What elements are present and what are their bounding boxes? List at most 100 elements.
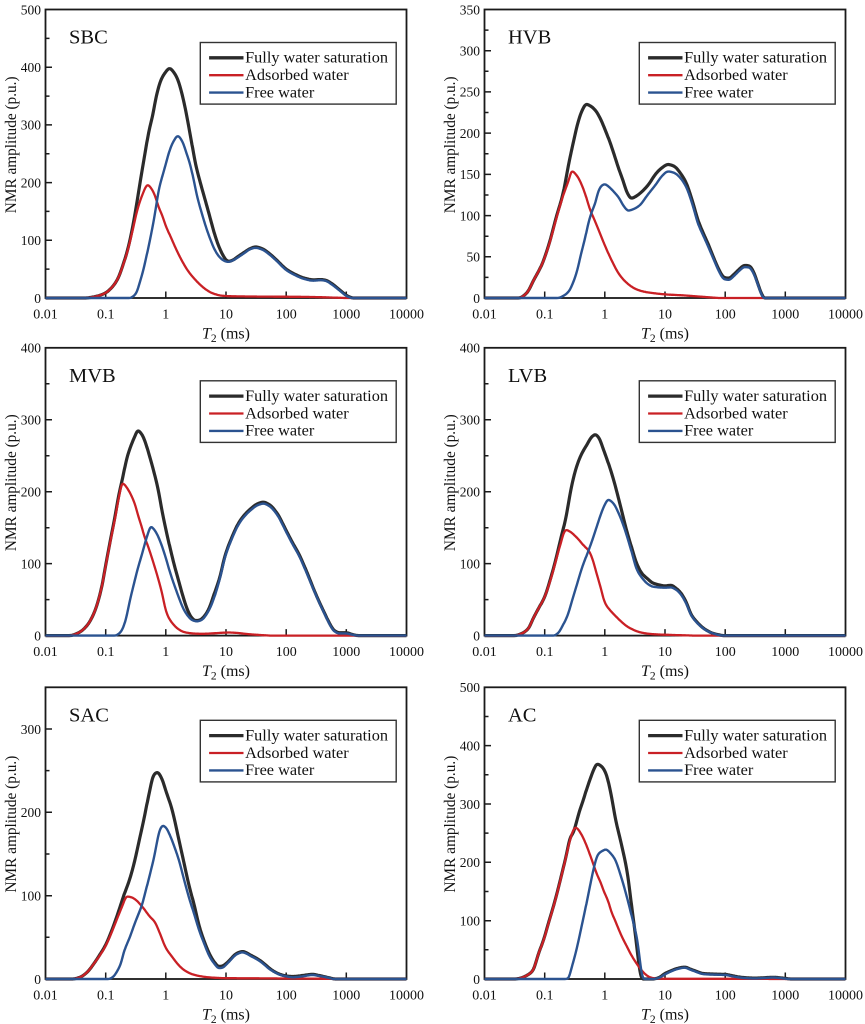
svg-text:1000: 1000 bbox=[771, 307, 799, 322]
svg-text:0: 0 bbox=[473, 291, 480, 306]
svg-text:300: 300 bbox=[460, 44, 481, 59]
svg-text:10: 10 bbox=[219, 988, 233, 1003]
svg-text:1: 1 bbox=[162, 307, 169, 322]
svg-text:10000: 10000 bbox=[828, 988, 863, 1003]
svg-text:0: 0 bbox=[34, 291, 41, 306]
svg-text:LVB: LVB bbox=[508, 365, 547, 387]
svg-text:Adsorbed water: Adsorbed water bbox=[684, 743, 788, 762]
svg-text:Free water: Free water bbox=[245, 760, 315, 779]
svg-text:100: 100 bbox=[276, 645, 297, 660]
svg-text:200: 200 bbox=[21, 805, 42, 820]
svg-text:Free water: Free water bbox=[245, 82, 315, 101]
svg-text:200: 200 bbox=[21, 485, 42, 500]
svg-text:200: 200 bbox=[460, 126, 481, 141]
svg-text:100: 100 bbox=[715, 988, 736, 1003]
svg-text:1000: 1000 bbox=[771, 988, 799, 1003]
svg-text:300: 300 bbox=[21, 118, 42, 133]
svg-text:Adsorbed water: Adsorbed water bbox=[245, 743, 349, 762]
svg-text:100: 100 bbox=[715, 307, 736, 322]
svg-text:100: 100 bbox=[21, 556, 42, 571]
svg-text:0: 0 bbox=[34, 628, 41, 643]
svg-text:0: 0 bbox=[34, 972, 41, 987]
svg-text:T2 (ms): T2 (ms) bbox=[641, 1006, 689, 1024]
svg-text:Fully water saturation: Fully water saturation bbox=[245, 386, 388, 405]
svg-text:1000: 1000 bbox=[332, 307, 360, 322]
svg-text:100: 100 bbox=[276, 307, 297, 322]
svg-text:NMR amplitude (p.u.): NMR amplitude (p.u.) bbox=[442, 414, 459, 551]
svg-text:400: 400 bbox=[21, 60, 42, 75]
svg-text:150: 150 bbox=[460, 167, 481, 182]
svg-text:NMR amplitude (p.u.): NMR amplitude (p.u.) bbox=[3, 76, 20, 213]
svg-text:T2 (ms): T2 (ms) bbox=[641, 325, 689, 345]
svg-text:SBC: SBC bbox=[69, 27, 108, 49]
svg-text:NMR amplitude (p.u.): NMR amplitude (p.u.) bbox=[3, 414, 20, 551]
svg-text:400: 400 bbox=[21, 341, 42, 356]
svg-text:0.1: 0.1 bbox=[97, 307, 115, 322]
svg-text:MVB: MVB bbox=[69, 365, 116, 387]
svg-text:10000: 10000 bbox=[828, 645, 863, 660]
svg-text:200: 200 bbox=[21, 175, 42, 190]
svg-text:T2 (ms): T2 (ms) bbox=[202, 1006, 250, 1024]
svg-text:0.1: 0.1 bbox=[536, 988, 554, 1003]
svg-text:10: 10 bbox=[219, 645, 233, 660]
svg-text:Adsorbed water: Adsorbed water bbox=[684, 65, 788, 84]
svg-text:100: 100 bbox=[21, 889, 42, 904]
svg-text:250: 250 bbox=[460, 85, 481, 100]
svg-text:10: 10 bbox=[658, 645, 672, 660]
svg-text:SAC: SAC bbox=[69, 704, 109, 726]
svg-text:Fully water saturation: Fully water saturation bbox=[684, 386, 827, 405]
svg-text:Fully water saturation: Fully water saturation bbox=[684, 725, 827, 744]
svg-text:0.1: 0.1 bbox=[97, 988, 115, 1003]
svg-text:0.01: 0.01 bbox=[33, 988, 58, 1003]
svg-text:100: 100 bbox=[276, 988, 297, 1003]
svg-text:10000: 10000 bbox=[389, 307, 424, 322]
svg-text:Adsorbed water: Adsorbed water bbox=[684, 403, 788, 422]
svg-text:T2 (ms): T2 (ms) bbox=[202, 663, 250, 683]
svg-text:1000: 1000 bbox=[771, 645, 799, 660]
svg-text:NMR amplitude (p.u.): NMR amplitude (p.u.) bbox=[3, 756, 20, 893]
svg-text:400: 400 bbox=[460, 341, 481, 356]
svg-text:Fully water saturation: Fully water saturation bbox=[245, 725, 388, 744]
svg-text:0.1: 0.1 bbox=[536, 645, 554, 660]
svg-text:500: 500 bbox=[460, 680, 481, 695]
svg-text:Adsorbed water: Adsorbed water bbox=[245, 403, 349, 422]
svg-text:0: 0 bbox=[473, 972, 480, 987]
svg-text:100: 100 bbox=[460, 914, 481, 929]
svg-text:300: 300 bbox=[460, 413, 481, 428]
svg-text:T2 (ms): T2 (ms) bbox=[202, 325, 250, 345]
svg-text:1000: 1000 bbox=[332, 988, 360, 1003]
svg-text:Adsorbed water: Adsorbed water bbox=[245, 65, 349, 84]
svg-text:1: 1 bbox=[601, 307, 608, 322]
svg-text:10: 10 bbox=[219, 307, 233, 322]
svg-text:T2 (ms): T2 (ms) bbox=[641, 663, 689, 683]
svg-text:200: 200 bbox=[460, 855, 481, 870]
svg-text:300: 300 bbox=[21, 413, 42, 428]
svg-text:0.01: 0.01 bbox=[33, 645, 58, 660]
svg-text:500: 500 bbox=[21, 2, 42, 17]
svg-text:1: 1 bbox=[601, 988, 608, 1003]
svg-text:300: 300 bbox=[460, 797, 481, 812]
svg-text:10: 10 bbox=[658, 988, 672, 1003]
svg-text:NMR amplitude (p.u.): NMR amplitude (p.u.) bbox=[442, 756, 459, 893]
svg-text:100: 100 bbox=[715, 645, 736, 660]
svg-text:Free water: Free water bbox=[684, 421, 754, 440]
svg-text:50: 50 bbox=[467, 250, 481, 265]
svg-text:10000: 10000 bbox=[389, 988, 424, 1003]
svg-text:100: 100 bbox=[460, 208, 481, 223]
svg-text:0.01: 0.01 bbox=[472, 307, 497, 322]
svg-text:0.1: 0.1 bbox=[536, 307, 554, 322]
svg-text:Free water: Free water bbox=[245, 421, 315, 440]
svg-text:AC: AC bbox=[508, 704, 536, 726]
svg-text:1: 1 bbox=[162, 645, 169, 660]
svg-text:0.01: 0.01 bbox=[472, 645, 497, 660]
svg-text:Fully water saturation: Fully water saturation bbox=[245, 48, 388, 67]
svg-text:0.1: 0.1 bbox=[97, 645, 115, 660]
svg-text:NMR amplitude (p.u.): NMR amplitude (p.u.) bbox=[442, 76, 459, 213]
svg-text:1: 1 bbox=[601, 645, 608, 660]
svg-text:Free water: Free water bbox=[684, 82, 754, 101]
svg-text:Free water: Free water bbox=[684, 760, 754, 779]
svg-text:HVB: HVB bbox=[508, 27, 551, 49]
svg-text:200: 200 bbox=[460, 485, 481, 500]
svg-text:0.01: 0.01 bbox=[33, 307, 58, 322]
svg-text:0.01: 0.01 bbox=[472, 988, 497, 1003]
